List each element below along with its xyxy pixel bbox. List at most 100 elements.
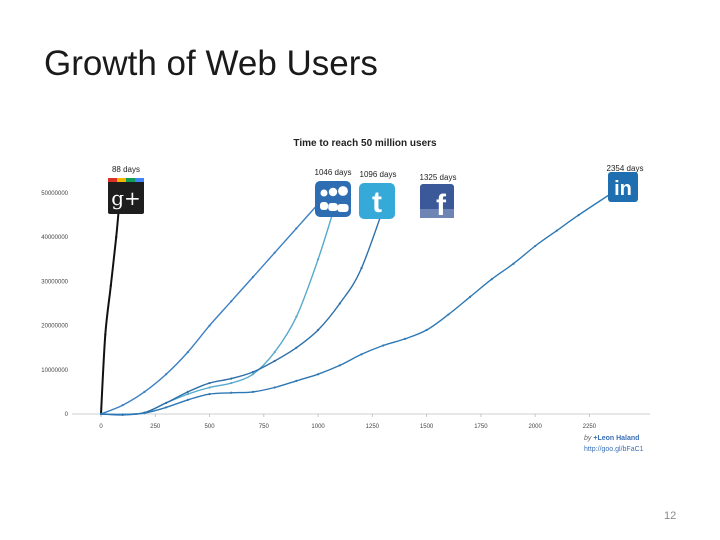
- icon-glyph: in: [614, 178, 632, 200]
- data-point-google-: [115, 236, 118, 239]
- data-point-twitter: [208, 386, 211, 389]
- data-point-linkedin: [251, 390, 255, 393]
- data-point-linkedin: [316, 373, 320, 376]
- labels-layer: 88 days g+ 1046 days 1096 days t 1325 days f 23…: [108, 164, 643, 222]
- data-point-myspace: [165, 373, 168, 376]
- series-label: 1096 days: [360, 170, 397, 179]
- series-line-linkedin: [100, 192, 613, 416]
- data-point-facebook: [295, 346, 298, 349]
- credit-by: by: [584, 435, 592, 442]
- x-tick-label: 1250: [366, 424, 380, 430]
- icon-head: [320, 189, 328, 197]
- data-point-myspace: [273, 251, 276, 254]
- data-point-linkedin: [534, 244, 537, 248]
- data-point-facebook: [165, 401, 168, 405]
- data-point-linkedin: [468, 295, 472, 298]
- data-point-twitter: [230, 381, 233, 385]
- series-layer: [99, 191, 614, 416]
- data-point-facebook: [208, 381, 211, 385]
- data-point-facebook: [186, 390, 189, 393]
- data-point-linkedin: [512, 262, 515, 265]
- data-point-myspace: [230, 300, 233, 303]
- data-point-twitter: [273, 351, 276, 354]
- icon-stripe: [126, 178, 135, 182]
- series-line-facebook: [100, 192, 390, 416]
- series-label: 88 days: [112, 165, 140, 174]
- x-tick-label: 1500: [420, 424, 434, 430]
- icon-glyph: g+: [111, 186, 141, 210]
- data-point-google-: [104, 333, 107, 336]
- data-point-linkedin: [273, 386, 276, 389]
- data-point-facebook: [316, 328, 320, 332]
- icon-stripe: [108, 178, 117, 182]
- icon-bg: [108, 178, 144, 214]
- x-tick-label: 0: [99, 424, 103, 430]
- data-point-facebook: [338, 302, 341, 305]
- data-point-linkedin: [99, 412, 103, 416]
- data-point-twitter: [251, 373, 255, 376]
- credit-author[interactable]: by +Leon Haland: [584, 435, 639, 442]
- icon-stripe: [117, 178, 126, 182]
- y-tick-label: 10000000: [41, 368, 68, 374]
- x-tick-label: 2250: [583, 424, 597, 430]
- icon-head: [328, 187, 338, 197]
- credit-link[interactable]: http://goo.gl/bFaC1: [584, 446, 644, 453]
- data-point-linkedin: [555, 229, 558, 232]
- data-point-linkedin: [360, 353, 363, 356]
- data-point-facebook: [360, 267, 363, 270]
- data-point-myspace: [143, 390, 146, 393]
- x-tick-label: 750: [259, 424, 270, 430]
- icon-glyph: t: [372, 186, 382, 219]
- x-tick-label: 2000: [528, 424, 542, 430]
- twitter-icon: t: [359, 183, 395, 219]
- series-line-google-: [100, 192, 122, 415]
- series-label: 1046 days: [315, 168, 352, 177]
- data-point-linkedin: [425, 328, 428, 332]
- data-point-linkedin: [208, 393, 211, 396]
- y-tick-label: 40000000: [41, 235, 68, 241]
- data-point-myspace: [251, 275, 255, 279]
- axes: 0 250 500 750 1000 1250 1500 1750 2000 2250 0 10000…: [41, 191, 650, 430]
- icon-body: [328, 203, 338, 211]
- series-label: 1325 days: [420, 173, 457, 182]
- series-line-myspace: [100, 192, 329, 415]
- data-point-linkedin: [338, 364, 341, 367]
- y-tick-label: 50000000: [41, 191, 68, 197]
- x-tick-label: 1000: [311, 424, 325, 430]
- data-point-myspace: [186, 351, 189, 354]
- linkedin-icon: in: [608, 172, 638, 202]
- data-point-myspace: [295, 227, 298, 230]
- data-point-linkedin: [577, 214, 580, 217]
- data-point-google-: [109, 284, 112, 287]
- google-plus-icon: g+: [108, 178, 144, 214]
- page-number: 12: [664, 510, 677, 522]
- data-point-facebook: [273, 359, 276, 363]
- data-point-myspace: [208, 324, 211, 327]
- data-point-linkedin: [403, 337, 407, 340]
- icon-body: [320, 202, 328, 210]
- data-point-twitter: [316, 258, 320, 261]
- icon-body: [337, 204, 349, 212]
- facebook-icon: f: [420, 184, 454, 222]
- data-point-facebook: [251, 370, 255, 374]
- data-point-myspace: [121, 404, 124, 407]
- y-tick-label: 30000000: [41, 279, 68, 285]
- data-point-linkedin: [295, 379, 298, 382]
- icon-glyph: f: [436, 189, 447, 222]
- data-point-linkedin: [447, 313, 450, 316]
- icon-band: [420, 209, 454, 218]
- data-point-linkedin: [230, 391, 233, 394]
- x-tick-label: 250: [150, 424, 161, 430]
- icon-head: [338, 186, 348, 196]
- y-tick-label: 20000000: [41, 324, 68, 330]
- data-point-twitter: [186, 393, 189, 396]
- x-tick-label: 500: [205, 424, 216, 430]
- icon-bg: [608, 172, 638, 202]
- myspace-icon: [315, 181, 351, 217]
- slide-title: Growth of Web Users: [44, 44, 378, 83]
- credit-author-name: +Leon Haland: [593, 435, 640, 442]
- icon-stripe: [135, 178, 144, 182]
- series-label: 2354 days: [607, 164, 644, 173]
- x-tick-label: 1750: [474, 424, 488, 430]
- data-point-linkedin: [382, 344, 385, 347]
